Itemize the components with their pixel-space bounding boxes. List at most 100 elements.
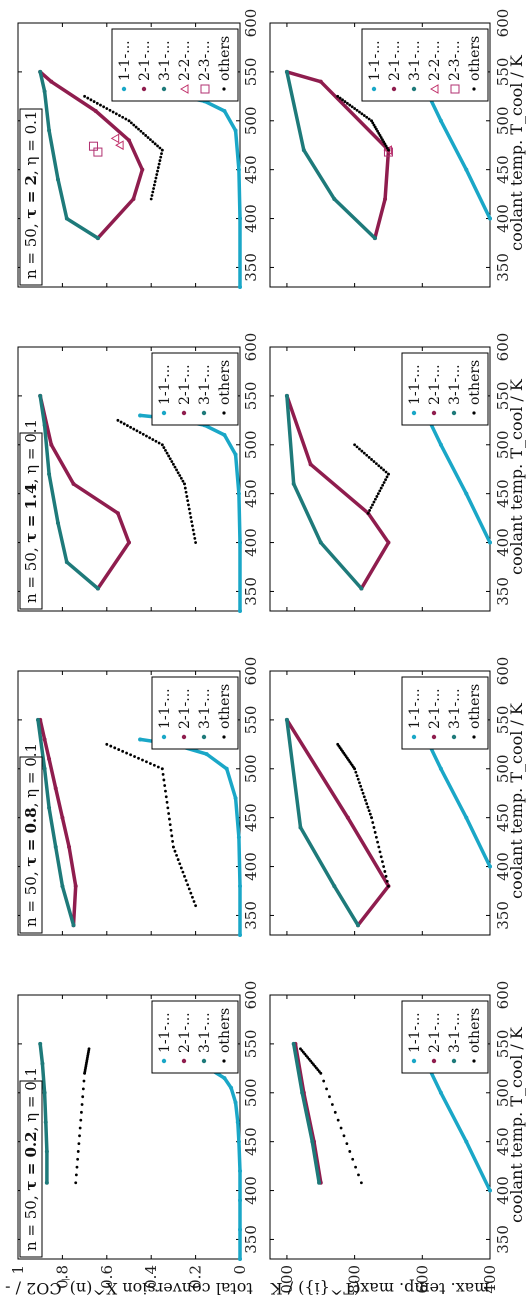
series-point-3-1 <box>372 236 377 241</box>
others-point <box>108 108 112 112</box>
others-point <box>132 123 136 127</box>
others-point <box>172 462 175 466</box>
others-point <box>370 458 373 461</box>
others-point <box>360 112 364 116</box>
others-point <box>382 140 386 144</box>
others-point <box>176 471 180 475</box>
others-point <box>77 1142 81 1146</box>
others-point <box>83 94 86 98</box>
others-point <box>385 475 389 479</box>
series-point-3-1 <box>332 884 337 889</box>
legend-box <box>401 1000 489 1074</box>
others-point <box>137 756 140 760</box>
others-point <box>370 816 373 820</box>
series-line-2-1 <box>38 718 78 927</box>
y-tick-label: 400 <box>481 1265 499 1294</box>
series-point-1-1 <box>204 752 209 757</box>
others-point <box>325 1087 328 1091</box>
legend-marker <box>181 1058 187 1064</box>
others-point <box>129 425 132 429</box>
legend-marker <box>411 410 417 416</box>
series-point-1-1 <box>438 118 443 123</box>
legend-marker <box>181 734 187 740</box>
others-point <box>134 125 138 129</box>
legend-label: 3-1-... <box>197 688 213 729</box>
x-axis-label: coolant temp. T_cool / K <box>507 1026 526 1223</box>
others-point <box>343 100 347 103</box>
series-line-1-1 <box>423 89 492 221</box>
series-point-1-1 <box>222 433 227 437</box>
others-point <box>184 490 188 494</box>
others-point <box>79 1118 83 1122</box>
legend-marker <box>450 84 460 94</box>
others-point <box>175 853 178 857</box>
others-point <box>383 870 387 873</box>
series-point-1-1 <box>138 413 143 418</box>
others-point <box>145 434 148 438</box>
legend-label: 2-1-... <box>387 40 403 81</box>
series-point-3-1 <box>42 1090 47 1095</box>
others-point <box>375 495 379 498</box>
others-point <box>183 482 186 486</box>
others-point <box>153 180 157 183</box>
others-point <box>116 418 120 422</box>
series-line-2-1 <box>38 394 131 591</box>
legend-box <box>151 1000 239 1074</box>
others-point <box>185 495 189 498</box>
series-line-1-1 <box>423 413 492 545</box>
series-point-3-1 <box>35 717 40 722</box>
legend-label: 3-1-... <box>447 688 463 729</box>
others-point <box>362 114 366 117</box>
series-2-3-marker <box>88 141 98 151</box>
others-point <box>126 424 129 427</box>
others-point <box>379 136 383 139</box>
others-point <box>367 455 371 459</box>
others-point <box>360 449 364 453</box>
others-point <box>382 481 386 484</box>
chart-panel-3: 350 400 450 500 550 600 n = 50, τ = 0.8, η = 0… <box>17 657 260 937</box>
series-point-3-1 <box>38 393 43 398</box>
series-point-1-1 <box>488 1188 492 1193</box>
legend-marker <box>431 734 437 740</box>
plot-frame <box>269 346 491 612</box>
others-point <box>135 429 139 433</box>
x-tick-label: 500 <box>494 1078 512 1107</box>
legend-label: others <box>217 36 233 81</box>
others-point <box>350 105 354 109</box>
series-point-3-1 <box>55 177 60 182</box>
legend-marker <box>411 734 417 740</box>
series-point-2-1 <box>49 442 54 447</box>
legend-label: others <box>217 360 233 405</box>
others-point <box>78 1134 81 1138</box>
x-tick-label: 550 <box>494 1030 512 1059</box>
legend-label: 1-1-... <box>407 688 423 729</box>
others-point <box>129 121 133 125</box>
series-point-3-1 <box>40 1061 45 1066</box>
series-line-3-1 <box>36 718 76 927</box>
series-point-1-1 <box>238 933 242 937</box>
others-point <box>89 98 93 102</box>
others-point <box>80 1110 83 1114</box>
x-tick-label: 350 <box>242 901 260 930</box>
others-point <box>377 464 381 468</box>
x-tick-label: 400 <box>494 204 512 233</box>
plot-frame <box>17 670 241 936</box>
series-line-1-1 <box>138 89 242 289</box>
series-point-3-1 <box>291 481 296 486</box>
others-point <box>364 798 367 802</box>
others-point <box>113 746 117 750</box>
panel-title-box <box>19 108 43 286</box>
series-point-3-1 <box>55 521 60 525</box>
x-tick-label: 600 <box>494 981 512 1010</box>
others-point <box>168 823 172 827</box>
others-point <box>189 891 193 895</box>
others-point <box>118 114 121 117</box>
others-point <box>374 497 377 501</box>
others-point <box>160 152 163 156</box>
series-point-2-1 <box>345 815 350 820</box>
others-point <box>160 767 164 771</box>
legend-label: 2-1-... <box>177 688 193 729</box>
series-point-3-1 <box>42 766 47 771</box>
others-point <box>186 883 190 887</box>
